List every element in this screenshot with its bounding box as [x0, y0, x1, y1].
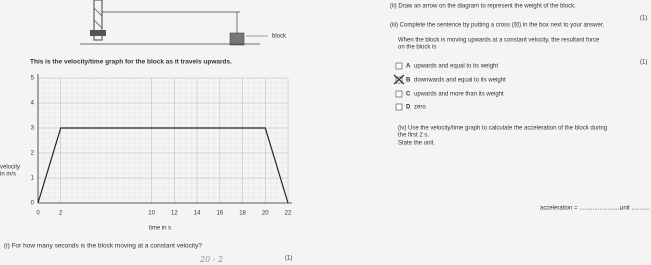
y-axis-label: in m/s — [0, 172, 16, 178]
question-stem: on the block is — [398, 45, 436, 51]
y-axis-label: velocity — [0, 165, 20, 171]
cross-mark — [393, 74, 405, 85]
question-text: the first 2 s. — [398, 133, 429, 139]
block-label: block — [272, 34, 287, 40]
x-tick-label: 0 — [36, 211, 40, 217]
x-axis-label: time in s — [149, 226, 171, 232]
option-letter: A — [406, 64, 411, 70]
x-tick-label: 20 — [262, 211, 269, 217]
y-tick-label: 5 — [31, 76, 35, 82]
unit-line: unit ........... — [620, 206, 650, 212]
option-text: upwards and more than its weight — [414, 92, 504, 98]
option-text: downwards and equal to its weight — [414, 78, 506, 84]
graph-title: This is the velocity/time graph for the … — [30, 59, 232, 66]
option-letter: D — [406, 105, 411, 111]
checkbox — [395, 62, 403, 70]
y-tick-label: 3 — [31, 126, 35, 132]
instruction: State the unit. — [398, 141, 435, 147]
marks: (1) — [640, 16, 647, 22]
question-text: (iv) Use the velocity/time graph to calc… — [398, 126, 607, 132]
checkbox — [395, 103, 403, 111]
option-text: upwards and equal to its weight — [414, 64, 498, 70]
marks: (1) — [285, 256, 292, 262]
question-text: (iii) Complete the sentence by putting a… — [390, 22, 604, 29]
answer-line: acceleration = .........................… — [540, 206, 623, 212]
question-text: (i) For how many seconds is the block mo… — [4, 243, 202, 250]
crane-diagram — [80, 0, 268, 46]
handwritten-answer: 20 - 2 — [199, 255, 223, 264]
option-text: zero — [414, 105, 426, 111]
velocity-line — [37, 127, 289, 204]
y-tick-label: 2 — [31, 151, 35, 157]
x-tick-label: 12 — [171, 211, 178, 217]
question-stem: When the block is moving upwards at a co… — [398, 38, 600, 44]
y-tick-label: 0 — [31, 201, 35, 207]
x-tick-label: 10 — [148, 211, 155, 217]
marks: (1) — [640, 60, 647, 66]
x-tick-label: 16 — [216, 211, 223, 217]
y-tick-label: 4 — [31, 101, 35, 107]
x-tick-label: 22 — [285, 211, 292, 217]
checkbox — [395, 90, 403, 98]
x-tick-label: 2 — [59, 211, 63, 217]
question-text: (ii) Draw an arrow on the diagram to rep… — [390, 4, 576, 10]
y-tick-label: 1 — [31, 176, 35, 182]
x-tick-label: 18 — [239, 211, 246, 217]
option-letter: C — [406, 92, 411, 98]
x-tick-label: 14 — [194, 211, 201, 217]
option-letter: B — [406, 78, 411, 84]
